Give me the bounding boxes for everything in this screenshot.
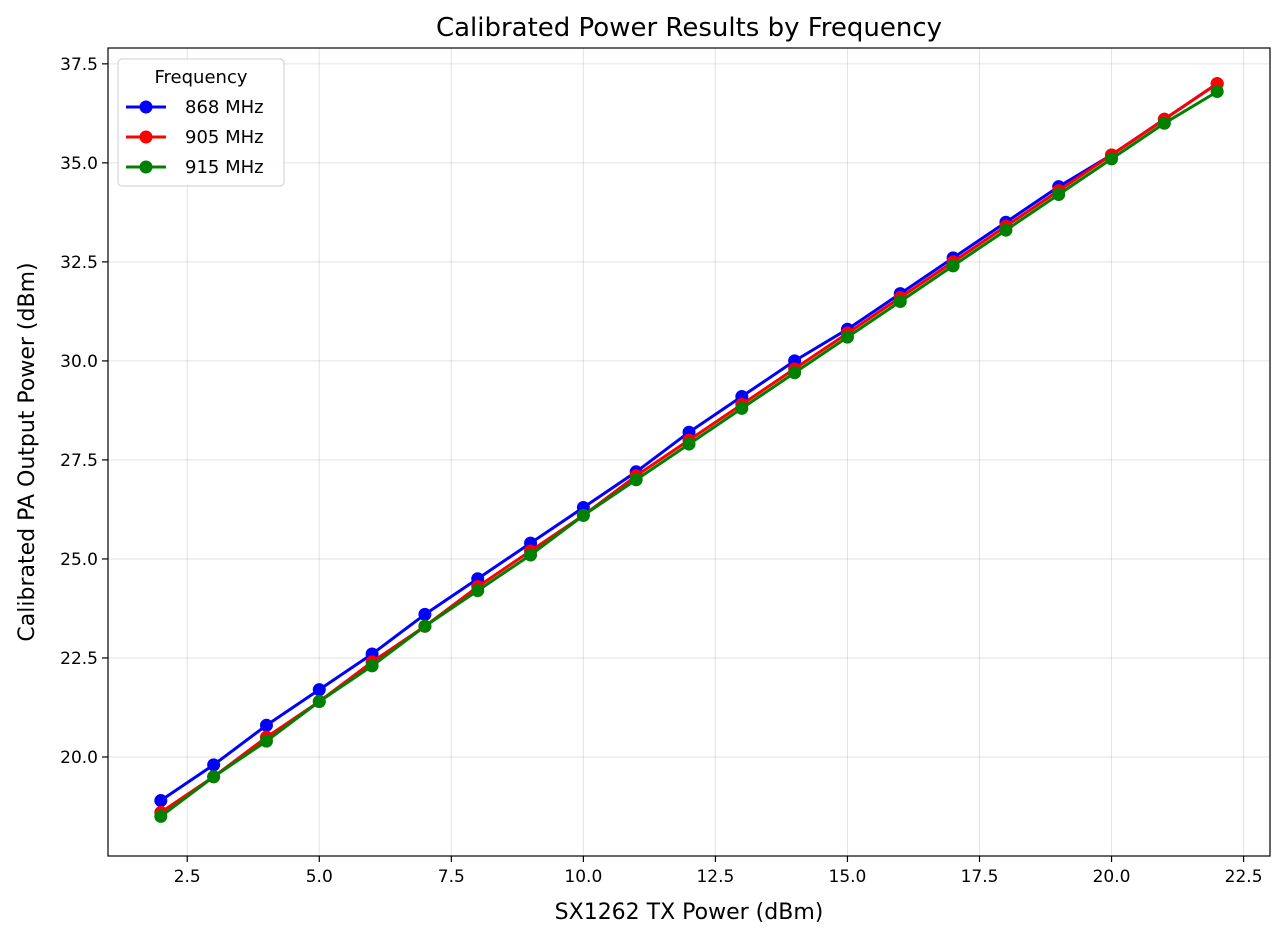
data-point [418, 619, 432, 633]
y-tick-label: 20.0 [60, 748, 98, 768]
data-point [946, 259, 960, 273]
x-tick-label: 2.5 [174, 867, 201, 887]
y-tick-label: 25.0 [60, 550, 98, 570]
y-tick-label: 22.5 [60, 649, 98, 669]
data-point [312, 695, 326, 709]
data-point [893, 294, 907, 308]
chart-title: Calibrated Power Results by Frequency [436, 13, 942, 43]
legend-box [117, 58, 285, 187]
data-point [259, 734, 273, 748]
x-axis-ticks: 2.5 5.0 7.5 10.0 12.5 15.0 17.5 20.0 22.5 [174, 856, 1263, 887]
data-point [1210, 85, 1224, 99]
x-tick-label: 12.5 [696, 867, 734, 887]
data-point [1052, 188, 1066, 202]
y-tick-label: 37.5 [60, 55, 98, 75]
y-axis-label: Calibrated PA Output Power (dBm) [15, 262, 40, 641]
y-axis-ticks: 20.0 22.5 25.0 27.5 30.0 32.5 35.0 37.5 [60, 55, 108, 768]
legend-label: 915 MHz [185, 157, 264, 178]
data-point [629, 473, 643, 487]
legend-swatch-marker [139, 160, 153, 174]
x-tick-label: 10.0 [564, 867, 602, 887]
data-point [788, 366, 802, 380]
plot-frame [107, 47, 1271, 857]
legend-item: 868 MHz [126, 97, 264, 118]
data-point [207, 758, 221, 772]
data-point [576, 508, 590, 522]
data-point [682, 437, 696, 451]
x-tick-label: 7.5 [438, 867, 465, 887]
data-point [154, 809, 168, 823]
data-point [735, 401, 749, 415]
y-tick-label: 35.0 [60, 154, 98, 174]
data-point [207, 770, 221, 784]
x-tick-label: 17.5 [961, 867, 999, 887]
y-tick-label: 27.5 [60, 451, 98, 471]
x-tick-label: 22.5 [1225, 867, 1263, 887]
data-point [524, 548, 538, 562]
x-axis-label: SX1262 TX Power (dBm) [555, 900, 824, 925]
x-tick-label: 5.0 [306, 867, 333, 887]
data-point [999, 223, 1013, 237]
y-tick-label: 30.0 [60, 352, 98, 372]
grid [108, 48, 1270, 856]
legend-swatch-marker [139, 100, 153, 114]
legend-label: 868 MHz [185, 97, 264, 118]
data-point [418, 607, 432, 621]
legend-title: Frequency [155, 67, 248, 88]
data-point [1157, 116, 1171, 130]
x-tick-label: 20.0 [1093, 867, 1131, 887]
data-point [1105, 152, 1119, 166]
data-point [471, 584, 485, 598]
data-point [365, 659, 379, 673]
series-group [154, 77, 1224, 823]
x-tick-label: 15.0 [829, 867, 867, 887]
data-point [312, 683, 326, 697]
legend-item: 905 MHz [126, 127, 264, 148]
legend-item: 915 MHz [126, 157, 264, 178]
data-point [259, 718, 273, 732]
series-2 [154, 85, 1224, 823]
legend: Frequency 868 MHz 905 MHz 915 MHz [117, 58, 285, 187]
data-point [154, 794, 168, 808]
legend-swatch-marker [139, 130, 153, 144]
legend-label: 905 MHz [185, 127, 264, 148]
data-point [840, 330, 854, 344]
y-tick-label: 32.5 [60, 253, 98, 273]
